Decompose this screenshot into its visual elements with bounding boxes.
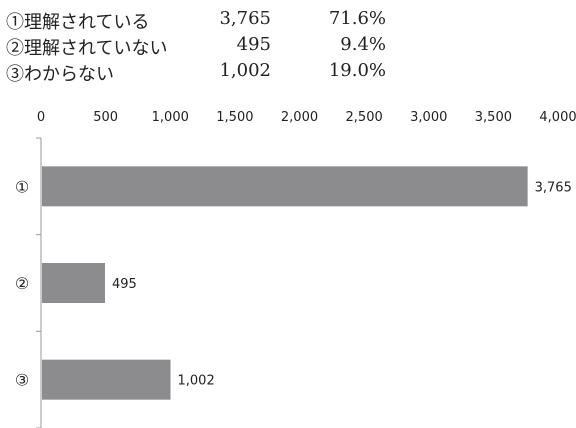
category-label: ①: [15, 177, 29, 196]
x-tick-label: 3,000: [410, 110, 447, 125]
summary-count: 1,002: [219, 60, 271, 81]
x-tick-label: 2,500: [346, 110, 383, 125]
summary-count: 3,765: [219, 8, 271, 29]
summary-label: ①理解されている: [6, 12, 150, 33]
x-tick-label: 1,500: [216, 110, 253, 125]
data-label: 1,002: [178, 374, 215, 389]
data-label: 495: [112, 277, 137, 292]
summary-label: ②理解されていない: [6, 38, 168, 59]
bar: [42, 166, 528, 207]
summary-percent: 71.6%: [328, 8, 386, 29]
summary-label: ③わからない: [6, 64, 114, 85]
x-tick-label: 2,000: [281, 110, 318, 125]
category-label: ③: [15, 371, 29, 390]
x-tick-label: 4,000: [539, 110, 576, 125]
bar: [42, 359, 171, 400]
x-tick-label: 0: [37, 110, 45, 125]
x-tick-label: 500: [93, 110, 118, 125]
summary-percent: 19.0%: [328, 60, 386, 81]
bar: [42, 263, 105, 303]
summary-count: 495: [236, 34, 271, 55]
summary-percent: 9.4%: [340, 34, 386, 55]
data-label: 3,765: [535, 180, 572, 195]
x-tick-label: 3,500: [475, 110, 512, 125]
category-label: ②: [15, 274, 29, 293]
x-tick-label: 1,000: [152, 110, 189, 125]
